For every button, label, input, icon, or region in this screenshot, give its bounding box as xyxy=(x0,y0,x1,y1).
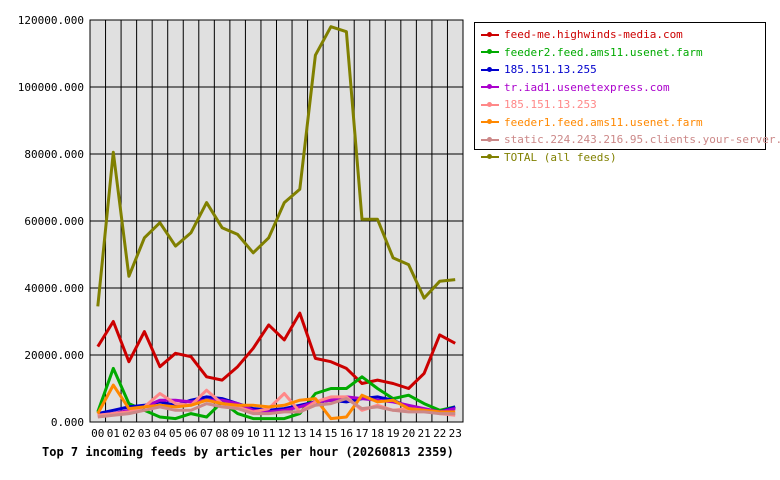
legend: feed-me.highwinds-media.com feeder2.feed.… xyxy=(474,22,780,164)
x-tick-label: 20 xyxy=(402,427,415,440)
x-tick-label: 06 xyxy=(184,427,197,440)
x-tick-label: 12 xyxy=(278,427,291,440)
x-tick-label: 11 xyxy=(262,427,275,440)
grid-lines xyxy=(90,20,463,422)
legend-item: feeder1.feed.ams11.usenet.farm xyxy=(479,114,765,132)
legend-swatch xyxy=(479,117,501,127)
chart-title: Top 7 incoming feeds by articles per hou… xyxy=(42,445,454,459)
legend-item: 185.151.13.255 xyxy=(479,61,765,79)
x-tick-label: 15 xyxy=(324,427,337,440)
x-tick-label: 22 xyxy=(433,427,446,440)
legend-label: feeder1.feed.ams11.usenet.farm xyxy=(504,115,703,129)
series-line xyxy=(96,383,456,421)
x-tick-label: 21 xyxy=(418,427,431,440)
legend-label: 185.151.13.253 xyxy=(504,98,597,112)
x-tick-label: 04 xyxy=(153,427,167,440)
legend-swatch xyxy=(479,47,501,57)
x-tick-label: 10 xyxy=(247,427,260,440)
x-tick-label: 02 xyxy=(122,427,135,440)
x-tick-label: 14 xyxy=(309,427,323,440)
y-tick-label: 0.000 xyxy=(51,416,84,429)
legend-swatch xyxy=(479,65,501,75)
y-axis-ticks: 0.000 20000.000 40000.000 60000.000 80000.00… xyxy=(18,14,84,429)
y-tick-label: 60000.000 xyxy=(24,215,84,228)
legend-label: feeder2.feed.ams11.usenet.farm xyxy=(504,45,703,59)
y-tick-label: 20000.000 xyxy=(24,349,84,362)
legend-item: feeder2.feed.ams11.usenet.farm xyxy=(479,44,765,62)
x-tick-label: 07 xyxy=(200,427,213,440)
legend-label: tr.iad1.usenetexpress.com xyxy=(504,80,670,94)
x-tick-label: 13 xyxy=(293,427,306,440)
plot-frame xyxy=(89,19,464,423)
x-tick-label: 18 xyxy=(371,427,384,440)
x-tick-label: 17 xyxy=(355,427,368,440)
series-line xyxy=(96,311,456,390)
legend-swatch xyxy=(479,100,501,110)
x-tick-label: 00 xyxy=(91,427,104,440)
series-line xyxy=(97,397,456,419)
legend-swatch xyxy=(479,30,501,40)
x-tick-label: 08 xyxy=(215,427,228,440)
x-tick-label: 23 xyxy=(449,427,462,440)
legend-item: static.224.243.216.95.clients.your-serve… xyxy=(479,131,780,149)
legend-item: 185.151.13.253 xyxy=(479,96,765,114)
legend-item: tr.iad1.usenetexpress.com xyxy=(479,79,765,97)
x-axis-ticks: 00 01 02 03 04 05 06 07 08 09 10 11 12 13 14 15 16 17 18 19… xyxy=(91,427,462,440)
y-tick-label: 80000.000 xyxy=(24,148,84,161)
legend-label: 185.151.13.255 xyxy=(504,63,597,77)
legend-label: feed-me.highwinds-media.com xyxy=(504,28,683,42)
legend-label: TOTAL (all feeds) xyxy=(504,150,617,164)
y-tick-label: 120000.000 xyxy=(18,14,84,27)
legend-item: TOTAL (all feeds) xyxy=(479,149,765,167)
legend-swatch xyxy=(479,135,501,145)
x-tick-label: 01 xyxy=(107,427,120,440)
legend-item: feed-me.highwinds-media.com xyxy=(479,26,765,44)
x-tick-label: 09 xyxy=(231,427,244,440)
x-tick-label: 03 xyxy=(138,427,151,440)
legend-swatch xyxy=(479,152,501,162)
series-line xyxy=(96,25,456,307)
y-tick-label: 100000.000 xyxy=(18,81,84,94)
series-line xyxy=(96,366,456,421)
x-tick-label: 16 xyxy=(340,427,353,440)
x-tick-label: 19 xyxy=(386,427,399,440)
legend-label: static.224.243.216.95.clients.your-serve… xyxy=(504,133,780,147)
y-tick-label: 40000.000 xyxy=(24,282,84,295)
legend-swatch xyxy=(479,82,501,92)
series-group xyxy=(96,25,456,421)
x-tick-label: 05 xyxy=(169,427,182,440)
